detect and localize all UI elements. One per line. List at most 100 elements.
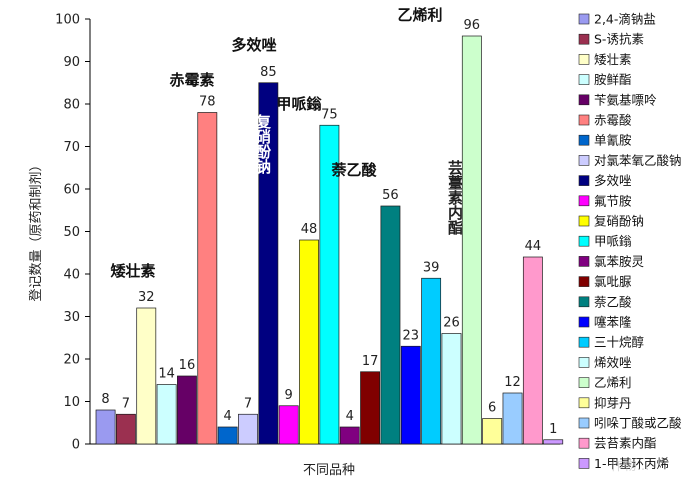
annotation-jiapaiyang: 甲哌鎓 [276, 95, 322, 113]
bar-23 [543, 439, 564, 445]
data-label-11: 48 [301, 222, 318, 237]
bar-13 [339, 426, 360, 445]
y-tick-label: 30 [63, 310, 80, 325]
bar-5 [177, 375, 197, 445]
annotation-yuntaisuneizhi: 芸薹素内酯 [446, 159, 464, 236]
legend-swatch-19 [578, 377, 590, 388]
legend-swatch-14 [578, 276, 590, 287]
data-label-17: 39 [423, 260, 440, 275]
bar-8 [238, 413, 258, 445]
x-axis-title: 不同品种 [303, 463, 355, 478]
legend-swatch-1 [578, 13, 590, 25]
legend-swatch-2 [578, 33, 590, 45]
legend-label-4: 胺鲜酯 [594, 72, 632, 87]
legend-label-9: 多效唑 [594, 173, 632, 188]
legend-swatch-4 [578, 74, 590, 85]
y-tick-label: 80 [63, 98, 80, 113]
y-tick-label: 10 [63, 395, 80, 410]
legend-swatch-5 [578, 94, 590, 106]
data-label-22: 44 [525, 239, 542, 254]
data-label-13: 4 [346, 409, 354, 424]
y-tick-label: 50 [63, 225, 80, 240]
data-label-6: 78 [199, 95, 216, 110]
bar-9 [258, 82, 279, 445]
legend-label-22: 芸苔素内酯 [594, 436, 657, 451]
legend-label-7: 单氰胺 [594, 133, 632, 148]
bar-19 [461, 35, 482, 445]
data-label-19: 96 [464, 18, 481, 33]
legend-swatch-11 [578, 215, 590, 227]
y-tick-label: 100 [55, 13, 80, 28]
bar-15 [380, 205, 401, 445]
data-label-3: 32 [138, 290, 155, 305]
data-label-16: 23 [403, 328, 420, 343]
data-label-20: 6 [488, 401, 496, 416]
annotation-duoxiaozuo: 多效唑 [231, 36, 276, 54]
legend-swatch-6 [578, 114, 590, 126]
legend-label-2: S-诱抗素 [594, 32, 644, 47]
legend-label-20: 抑芽丹 [594, 395, 632, 410]
bar-17 [421, 277, 442, 445]
bar-3 [136, 307, 157, 445]
bars-group [95, 35, 564, 445]
data-label-1: 8 [101, 392, 109, 407]
bar-2 [115, 413, 136, 445]
bar-1 [95, 409, 116, 445]
annotation-yixili: 乙烯利 [397, 6, 442, 24]
legend-swatch-13 [578, 256, 590, 267]
y-axis-title: 登记数量（原药和制剂） [29, 158, 44, 301]
bar-4 [156, 384, 177, 445]
legend-label-23: 1-甲基环丙烯 [594, 456, 669, 471]
data-label-23: 1 [549, 422, 557, 437]
legend-label-8: 对氯苯氧乙酸钠 [594, 153, 682, 168]
legend-swatch-8 [578, 155, 590, 166]
bar-10 [278, 405, 299, 445]
annotation-chimeisu: 赤霉素 [169, 71, 214, 89]
legend-label-13: 氯苯胺灵 [594, 254, 645, 269]
annotations-group: 矮壮素 赤霉素 多效唑 甲哌鎓 萘乙酸 乙烯利 复硝酚钠 芸薹素内酯 [110, 6, 464, 280]
bar-12 [319, 124, 340, 445]
legend-swatch-7 [578, 134, 590, 146]
data-label-15: 56 [382, 188, 399, 203]
legend-label-1: 2,4-滴钠盐 [594, 12, 656, 27]
legend-label-10: 氟节胺 [594, 193, 632, 208]
y-axis: 0 10 20 30 40 50 60 70 80 90 100 [55, 13, 560, 453]
bar-16 [400, 345, 421, 445]
legend-label-12: 甲哌鎓 [594, 234, 632, 249]
legend-swatch-15 [578, 296, 590, 308]
bar-20 [482, 418, 503, 445]
data-label-18: 26 [443, 316, 460, 331]
legend-swatch-16 [578, 316, 590, 328]
legend-label-19: 乙烯利 [594, 375, 632, 390]
annotation-aizhuangsu: 矮壮素 [110, 262, 155, 280]
data-label-5: 16 [179, 358, 196, 373]
legend-swatch-3 [578, 54, 590, 65]
legend-label-21: 吲哚丁酸或乙酸 [594, 416, 682, 431]
bar-6 [197, 112, 218, 445]
legend: 2,4-滴钠盐 S-诱抗素矮壮素胺鲜酯苄氨基嘌呤赤霉酸单氰胺对氯苯氧乙酸钠多效唑氟… [578, 12, 682, 471]
data-label-2: 7 [122, 396, 130, 411]
bar-7 [217, 426, 238, 445]
legend-label-3: 矮壮素 [594, 52, 632, 67]
data-label-10: 9 [285, 388, 293, 403]
legend-label-5: 苄氨基嘌呤 [594, 92, 657, 107]
bar-14 [360, 371, 380, 445]
data-label-9: 85 [260, 65, 277, 80]
data-label-8: 7 [244, 396, 252, 411]
legend-label-11: 复硝酚钠 [594, 214, 644, 229]
annotation-naiyisuan: 萘乙酸 [330, 161, 377, 179]
bar-22 [522, 256, 543, 445]
y-tick-label: 20 [63, 353, 80, 368]
legend-swatch-20 [578, 397, 590, 409]
legend-swatch-12 [578, 235, 590, 247]
legend-label-6: 赤霉酸 [594, 113, 632, 128]
y-tick-label: 70 [63, 140, 80, 155]
legend-swatch-18 [578, 357, 590, 368]
bar-21 [502, 392, 523, 445]
bar-11 [299, 239, 319, 445]
data-label-7: 4 [224, 409, 232, 424]
legend-swatch-21 [578, 417, 590, 429]
legend-label-16: 噻苯隆 [594, 315, 632, 330]
